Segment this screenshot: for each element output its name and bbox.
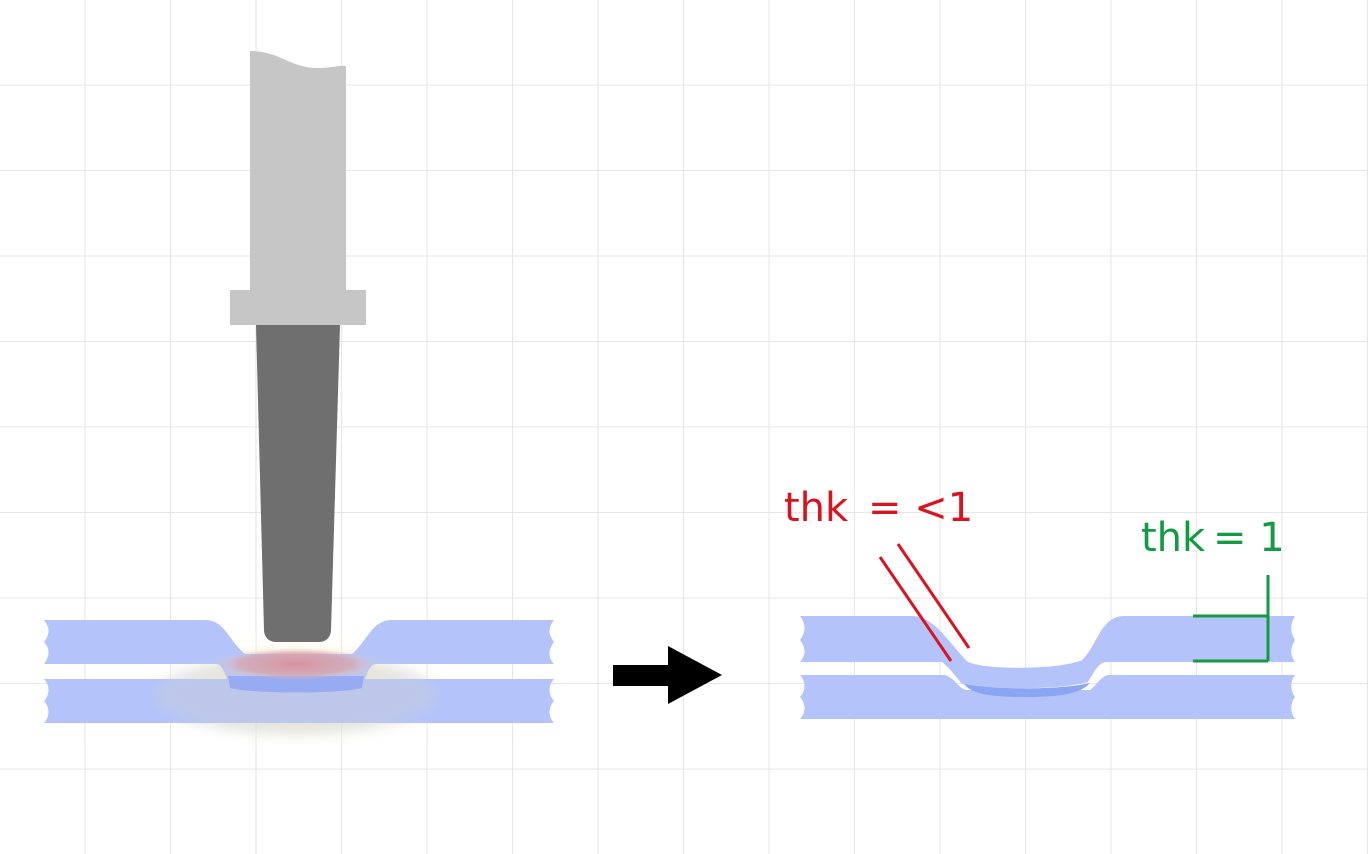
- electrode-tip: [256, 325, 340, 642]
- holder-shaft: [250, 51, 346, 292]
- thin-thickness-value: = <1: [868, 485, 973, 531]
- normal-thickness-annotation: thk = 1: [1141, 515, 1285, 663]
- normal-thickness-bracket: [1193, 575, 1270, 663]
- weld-haze: [156, 655, 436, 735]
- finished-weld-stage: thk = <1 thk = 1: [784, 485, 1295, 719]
- forming-nugget: [228, 676, 364, 693]
- right-bottom-sheet: [800, 675, 1295, 719]
- thin-wall-line-outer: [878, 556, 953, 662]
- normal-thickness-label: thk: [1141, 515, 1206, 561]
- welding-stage: [44, 51, 554, 752]
- thin-thickness-annotation: thk = <1: [784, 485, 973, 662]
- right-top-sheet: [800, 616, 1295, 689]
- holder-collar: [230, 290, 366, 325]
- weld-nugget: [964, 683, 1090, 697]
- thin-thickness-label: thk: [784, 485, 849, 531]
- thin-wall-line-inner: [896, 543, 971, 649]
- electrode-holder: [230, 51, 366, 325]
- normal-thickness-value: = 1: [1213, 515, 1285, 561]
- heat-zone: [216, 648, 376, 680]
- right-arrow-icon: [613, 646, 722, 704]
